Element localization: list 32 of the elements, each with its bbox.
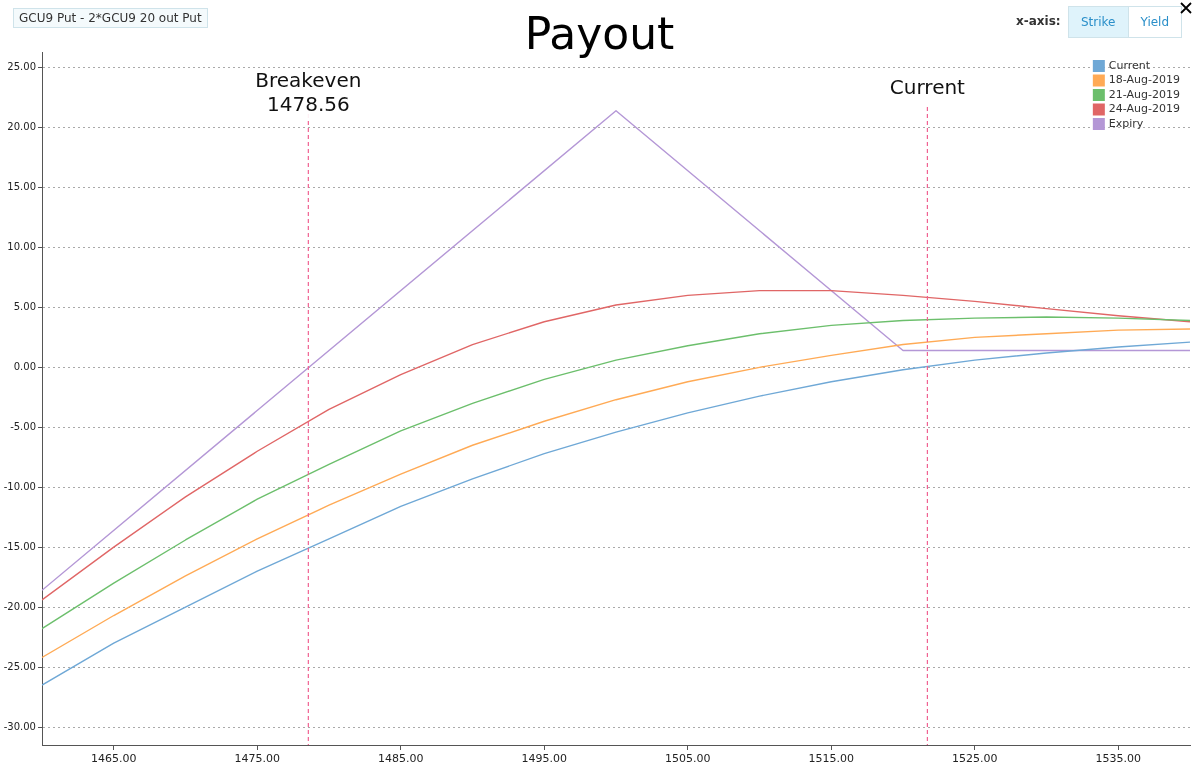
x-tick-label: 1535.00 — [1095, 752, 1141, 766]
text: Yield — [1127, 7, 1182, 37]
x-tick-label: 1485.00 — [378, 752, 424, 766]
x-tick-label: 1515.00 — [808, 752, 854, 766]
y-tick-label: 15.00 — [7, 181, 36, 193]
x-tick-label: 1475.00 — [234, 752, 280, 766]
x-tick-label: 1505.00 — [665, 752, 711, 766]
ref-line-label: Current — [889, 75, 966, 100]
ref-line-label: Breakeven 1478.56 — [255, 68, 362, 117]
y-tick-label: 25.00 — [7, 61, 36, 73]
y-tick-label: 0.00 — [13, 360, 36, 372]
x-tick-label: 1465.00 — [91, 752, 137, 766]
y-tick-label: -30.00 — [3, 720, 36, 732]
chart-title: Payout — [524, 8, 675, 60]
x-tick-label: 1495.00 — [521, 752, 567, 766]
legend-label: 18-Aug-2019 — [1108, 73, 1180, 87]
y-tick-label: -25.00 — [3, 660, 36, 672]
legend-label: 24-Aug-2019 — [1108, 102, 1180, 116]
y-tick-label: -15.00 — [3, 540, 36, 552]
y-tick-label: -20.00 — [3, 600, 36, 612]
text: x-axis: — [1016, 14, 1061, 28]
legend-label: Current — [1108, 58, 1151, 72]
y-tick-label: 20.00 — [7, 121, 36, 133]
y-tick-label: -5.00 — [10, 420, 36, 432]
legend-label: 21-Aug-2019 — [1108, 87, 1180, 101]
text: GCU9 Put - 2*GCU9 20 out Put — [13, 8, 208, 28]
y-tick-label: 5.00 — [13, 300, 36, 312]
text: Strike — [1069, 7, 1128, 37]
y-tick-label: 10.00 — [7, 241, 36, 253]
y-tick-label: -10.00 — [3, 480, 36, 492]
legend-label: Expiry — [1108, 116, 1144, 130]
x-tick-label: 1525.00 — [952, 752, 998, 766]
